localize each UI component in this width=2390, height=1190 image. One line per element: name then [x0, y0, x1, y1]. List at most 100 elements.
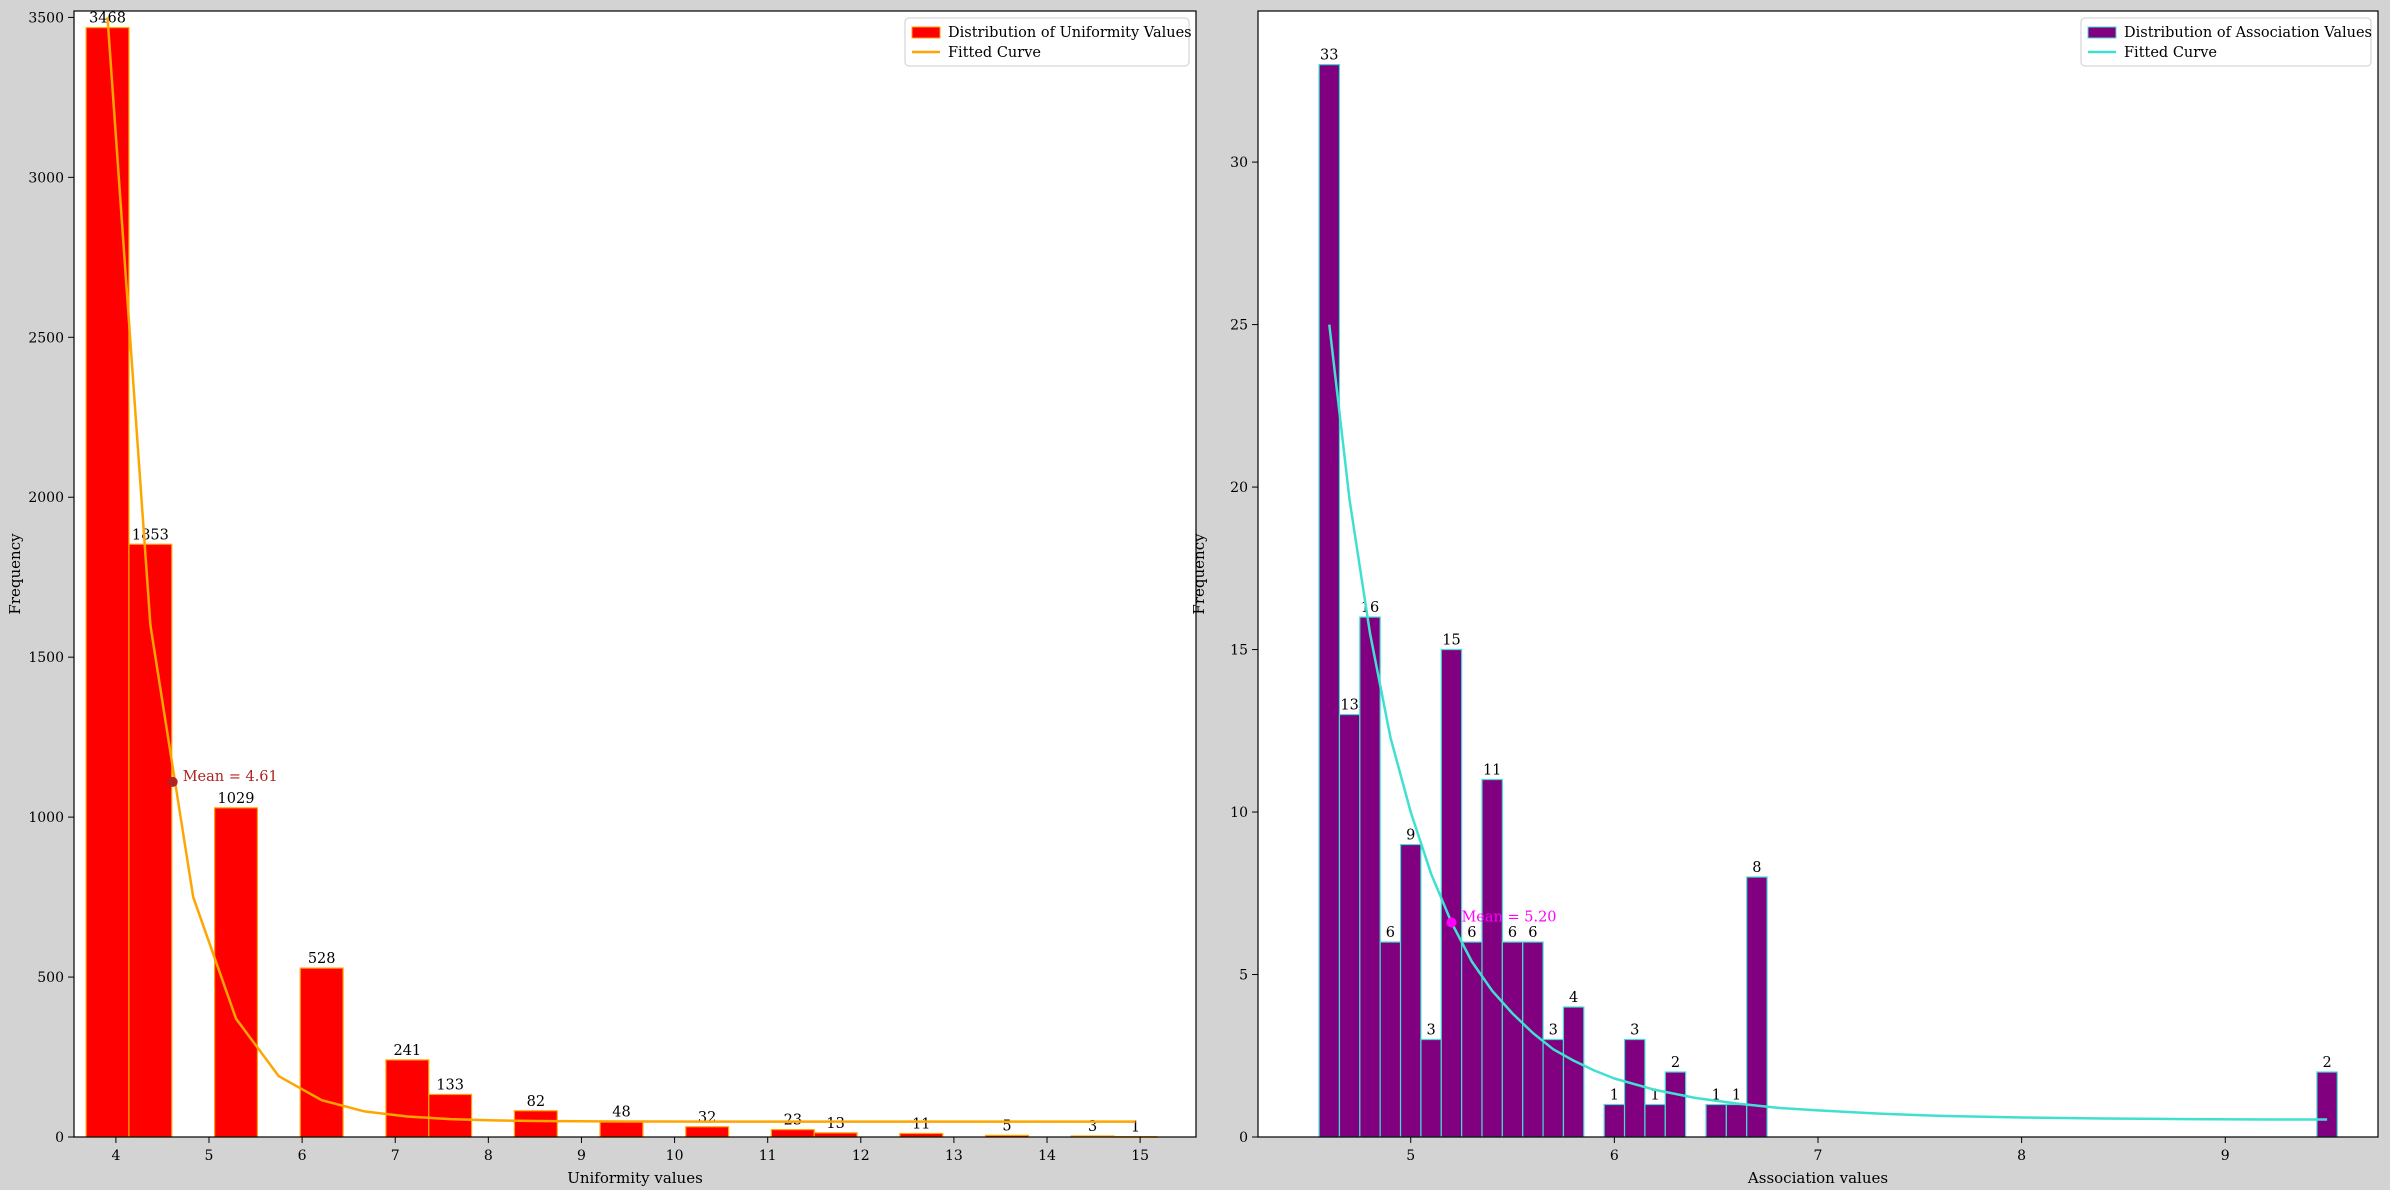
uniformity-bar-label-14: 3 [1088, 1119, 1097, 1135]
uniformity-x-axis-label: Uniformity values [567, 1169, 703, 1187]
uniformity-bar-label-6: 133 [436, 1077, 464, 1093]
association-bar-6 [1420, 1038, 1442, 1138]
association-bar-label-15: 3 [1630, 1023, 1639, 1039]
association-bar-label-19: 1 [1732, 1088, 1741, 1104]
uniformity-mean-marker [167, 776, 178, 787]
uniformity-y-tick-label: 3500 [28, 10, 64, 26]
association-legend-bar-swatch [2087, 26, 2117, 39]
association-bar-18 [1705, 1103, 1727, 1138]
uniformity-x-tick-label: 9 [577, 1148, 586, 1164]
association-x-axis-label: Association values [1747, 1169, 1888, 1187]
association-y-tick-label: 0 [1239, 1130, 1248, 1146]
uniformity-x-tick-label: 14 [1038, 1148, 1056, 1164]
uniformity-y-tick-label: 2000 [28, 490, 64, 506]
association-bar-5 [1399, 843, 1422, 1138]
association-bar-9 [1481, 778, 1503, 1138]
uniformity-mean-label: Mean = 4.61 [183, 769, 278, 785]
association-legend-entry-1: Distribution of Association Values [2124, 25, 2372, 41]
uniformity-x-tick-label: 15 [1131, 1148, 1149, 1164]
association-x-tick-label: 8 [2017, 1148, 2026, 1164]
association-bar-label-12: 3 [1549, 1023, 1558, 1039]
uniformity-bar-4 [299, 967, 344, 1138]
uniformity-legend: Distribution of Uniformity Values Fitted … [904, 17, 1192, 67]
association-bar-label-4: 6 [1386, 925, 1395, 941]
association-x-tick-label: 6 [1610, 1148, 1619, 1164]
uniformity-x-tick-label: 13 [945, 1148, 963, 1164]
association-bar-20 [1746, 876, 1768, 1138]
association-y-tick-label: 10 [1230, 805, 1248, 821]
uniformity-y-tick-label: 1500 [28, 650, 64, 666]
uniformity-bar-label-9: 32 [698, 1110, 716, 1126]
uniformity-bar-11 [813, 1132, 858, 1138]
association-bar-label-8: 6 [1467, 925, 1476, 941]
association-bar-4 [1379, 941, 1402, 1138]
uniformity-legend-entry-2: Fitted Curve [948, 45, 1041, 61]
uniformity-legend-box [904, 17, 1190, 67]
uniformity-bar-label-11: 13 [826, 1116, 844, 1132]
association-bar-21 [2316, 1071, 2338, 1138]
uniformity-plot-area [74, 11, 1196, 1137]
association-bar-label-6: 3 [1426, 1023, 1435, 1039]
association-legend-box [2080, 17, 2372, 67]
uniformity-bar-1 [85, 27, 130, 1138]
association-bar-label-14: 1 [1610, 1088, 1619, 1104]
uniformity-bar-8 [599, 1121, 644, 1138]
uniformity-bar-label-12: 11 [912, 1116, 930, 1132]
uniformity-bar-label-15: 1 [1131, 1120, 1140, 1136]
uniformity-bar-label-7: 82 [527, 1094, 545, 1110]
uniformity-y-tick-label: 500 [37, 970, 64, 986]
association-bar-label-5: 9 [1406, 828, 1415, 844]
association-bar-label-1: 33 [1320, 48, 1338, 64]
uniformity-x-tick-label: 4 [111, 1148, 120, 1164]
uniformity-x-tick-label: 5 [205, 1148, 214, 1164]
uniformity-bar-label-2: 1853 [132, 527, 169, 543]
uniformity-x-tick-label: 8 [484, 1148, 493, 1164]
uniformity-bar-label-3: 1029 [218, 791, 255, 807]
association-bar-label-9: 11 [1483, 763, 1501, 779]
association-legend-entry-2: Fitted Curve [2124, 45, 2217, 61]
association-bar-label-17: 2 [1671, 1055, 1680, 1071]
association-mean-label: Mean = 5.20 [1461, 910, 1556, 926]
uniformity-bar-3 [213, 807, 259, 1138]
association-bar-label-2: 13 [1340, 698, 1358, 714]
association-y-axis-label: Frequency [1190, 533, 1208, 615]
association-mean-marker [1446, 917, 1457, 928]
association-y-tick-label: 20 [1230, 480, 1248, 496]
association-bar-label-3: 16 [1361, 600, 1379, 616]
uniformity-bar-2 [128, 543, 173, 1138]
association-bar-label-21: 2 [2322, 1055, 2331, 1071]
association-bar-14 [1603, 1103, 1626, 1138]
uniformity-bar-label-4: 528 [308, 951, 336, 967]
association-x-tick-label: 9 [2221, 1148, 2230, 1164]
uniformity-axes-frame [73, 10, 1197, 1138]
association-y-tick-label: 15 [1230, 643, 1248, 659]
uniformity-bar-9 [685, 1126, 730, 1138]
association-y-tick-label: 30 [1230, 155, 1248, 171]
association-bar-label-16: 1 [1650, 1088, 1659, 1104]
uniformity-legend-entry-1: Distribution of Uniformity Values [948, 25, 1192, 41]
uniformity-fitted-curve [106, 17, 1136, 1123]
uniformity-bar-label-8: 48 [612, 1105, 630, 1121]
association-bar-10 [1501, 941, 1524, 1138]
association-y-tick-label: 25 [1230, 318, 1248, 334]
uniformity-bar-label-5: 241 [393, 1043, 421, 1059]
association-bar-19 [1725, 1103, 1748, 1138]
uniformity-x-tick-label: 11 [759, 1148, 777, 1164]
uniformity-bar-5 [385, 1059, 430, 1138]
association-bar-2 [1338, 713, 1361, 1138]
association-bar-3 [1359, 616, 1381, 1138]
association-plot-area [1258, 11, 2378, 1137]
association-bar-label-20: 8 [1752, 860, 1761, 876]
association-bar-1 [1318, 64, 1341, 1138]
association-bar-17 [1664, 1071, 1687, 1138]
association-bar-label-10: 6 [1508, 925, 1517, 941]
association-bar-label-18: 1 [1712, 1088, 1721, 1104]
uniformity-y-tick-label: 0 [55, 1130, 64, 1146]
association-bar-13 [1562, 1006, 1585, 1138]
uniformity-y-tick-label: 1000 [28, 810, 64, 826]
uniformity-bar-6 [428, 1093, 473, 1138]
uniformity-bar-10 [770, 1129, 815, 1138]
uniformity-x-tick-label: 12 [852, 1148, 870, 1164]
